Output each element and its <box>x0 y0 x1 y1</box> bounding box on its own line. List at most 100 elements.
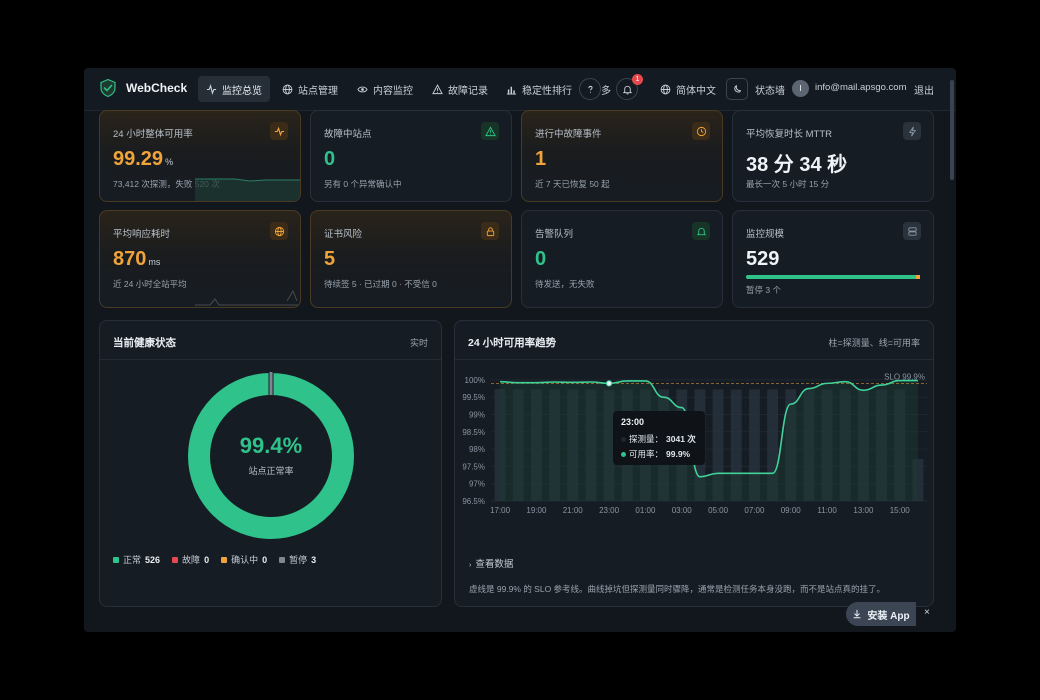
trend-panel: 24 小时可用率趋势 柱=探测量、线=可用率 100% 99.5% 99% 98.5%… <box>454 320 934 607</box>
scrollbar[interactable] <box>950 80 954 180</box>
card-mttr: 平均恢复时长 MTTR 38 分 34 秒 最长一次 5 小时 15 分 <box>732 110 934 202</box>
card-active-incidents: 进行中故障事件 1 近 7 天已恢复 50 起 <box>521 110 723 202</box>
card-subtext: 近 7 天已恢复 50 起 <box>535 179 610 189</box>
close-install-button[interactable]: × <box>924 607 930 618</box>
scale-progress-bar <box>746 275 920 279</box>
card-label: 监控规模 <box>746 229 785 240</box>
card-cert-risk: 证书风险 5 待续签 5 · 已过期 0 · 不受信 0 <box>310 210 512 308</box>
card-value: 5 <box>324 248 336 270</box>
question-icon <box>587 85 593 93</box>
y-tick-label: 100% <box>465 376 485 385</box>
lock-icon <box>481 222 499 240</box>
slo-label: SLO 99.9% <box>884 372 925 381</box>
globe-icon <box>660 84 671 94</box>
install-app-button[interactable]: 安装 App <box>846 602 916 626</box>
avatar[interactable]: I <box>792 80 809 97</box>
app-window: WebCheck 监控总览 站点管理 内容监控 故障记录 稳定性排行 多 <box>84 68 956 632</box>
bell-icon <box>692 222 710 240</box>
legend-item-paused: 暂停 3 <box>279 553 316 566</box>
help-button[interactable] <box>579 78 601 100</box>
nav-item-incidents[interactable]: 故障记录 <box>424 76 496 102</box>
card-unit: % <box>165 157 174 167</box>
server-icon <box>903 222 921 240</box>
health-legend: 正常 526 故障 0 确认中 0 暂停 3 <box>113 553 316 566</box>
clock-icon <box>692 122 710 140</box>
health-caption: 站点正常率 <box>248 466 294 476</box>
chart-footnote: 虚线是 99.9% 的 SLO 参考线。曲线掉坑但探测量同时骤降，通常是检测任务… <box>469 584 886 594</box>
legend-item-normal: 正常 526 <box>113 553 160 566</box>
x-tick-label: 13:00 <box>853 506 874 515</box>
card-label: 平均响应耗时 <box>113 229 171 240</box>
card-value: 0 <box>324 148 336 170</box>
x-tick-label: 21:00 <box>563 506 584 515</box>
sparkline <box>195 289 300 306</box>
card-monitor-scale: 监控规模 529 暂停 3 个 <box>732 210 934 308</box>
bar-chart-icon <box>506 86 517 95</box>
y-tick-label: 96.5% <box>462 497 485 506</box>
globe-icon <box>282 84 293 94</box>
health-panel: 当前健康状态 实时 99.4% 站点正常率 正常 526 故障 0 确认中 0 暂停 3 <box>99 320 442 607</box>
panel-title: 当前健康状态 <box>113 337 176 349</box>
y-tick-label: 98.5% <box>462 428 485 437</box>
probe-bar <box>803 389 815 501</box>
health-percent: 99.4% <box>239 433 303 458</box>
legend-item-confirming: 确认中 0 <box>221 553 267 566</box>
card-subtext: 暂停 3 个 <box>746 285 781 295</box>
y-tick-label: 99.5% <box>462 393 485 402</box>
card-label: 24 小时整体可用率 <box>113 129 193 140</box>
probe-bar <box>530 389 542 501</box>
chart-legend-note: 柱=探测量、线=可用率 <box>828 338 920 348</box>
warning-icon <box>481 122 499 140</box>
probe-bar <box>712 389 724 501</box>
card-label: 进行中故障事件 <box>535 129 602 140</box>
card-value: 0 <box>535 248 547 270</box>
probe-bar <box>603 389 615 501</box>
card-value: 870 <box>113 248 147 270</box>
theme-toggle[interactable] <box>726 78 748 100</box>
notifications-button[interactable] <box>616 78 638 100</box>
probe-bar <box>567 389 579 501</box>
probe-bar <box>730 389 742 501</box>
probe-bar <box>549 389 561 501</box>
install-label: 安装 App <box>867 610 910 622</box>
panel-title: 24 小时可用率趋势 <box>468 337 557 349</box>
probe-bar <box>494 389 506 501</box>
bolt-icon <box>903 122 921 140</box>
top-nav: WebCheck 监控总览 站点管理 内容监控 故障记录 稳定性排行 多 <box>84 68 956 111</box>
nav-item-sites[interactable]: 站点管理 <box>274 76 346 102</box>
x-tick-label: 07:00 <box>744 506 765 515</box>
card-subtext: 73,412 次探测，失败 520 次 <box>113 179 220 189</box>
x-tick-label: 15:00 <box>890 506 911 515</box>
language-switch[interactable]: 简体中文 <box>652 76 724 102</box>
notification-badge: 1 <box>632 74 643 85</box>
sparkline <box>195 178 300 201</box>
nav-item-overview[interactable]: 监控总览 <box>198 76 270 102</box>
activity-icon <box>270 122 288 140</box>
card-value: 38 分 34 秒 <box>746 154 848 176</box>
y-tick-label: 99% <box>469 411 485 420</box>
highlight-point <box>605 380 613 387</box>
brand[interactable]: WebCheck <box>98 78 187 98</box>
status-wall-link[interactable]: 状态墙 <box>755 86 785 97</box>
x-tick-label: 03:00 <box>672 506 693 515</box>
brand-name: WebCheck <box>126 81 188 95</box>
x-tick-label: 11:00 <box>817 506 837 515</box>
more-menu[interactable]: 多 <box>601 86 611 97</box>
card-availability: 24 小时整体可用率 99.29% 73,412 次探测，失败 520 次 <box>99 110 301 202</box>
probe-bar <box>585 389 597 501</box>
chart-tooltip: 23:00 探测量： 3041 次 可用率： 99.9% <box>613 411 705 465</box>
y-tick-label: 97.5% <box>462 462 485 471</box>
card-subtext: 最长一次 5 小时 15 分 <box>746 179 830 189</box>
warning-icon <box>432 83 443 94</box>
logout-link[interactable]: 退出 <box>914 86 934 97</box>
card-value: 1 <box>535 148 547 170</box>
globe-icon <box>270 222 288 240</box>
card-response-time: 平均响应耗时 870 ms 近 24 小时全站平均 <box>99 210 301 308</box>
probe-bar <box>785 389 797 501</box>
card-label: 故障中站点 <box>324 129 372 140</box>
nav-item-label: 故障记录 <box>448 85 488 97</box>
nav-item-content[interactable]: 内容监控 <box>349 76 421 102</box>
nav-item-ranking[interactable]: 稳定性排行 <box>498 76 580 102</box>
view-data-toggle[interactable]: › 查看数据 <box>469 556 513 570</box>
download-icon <box>854 609 861 619</box>
